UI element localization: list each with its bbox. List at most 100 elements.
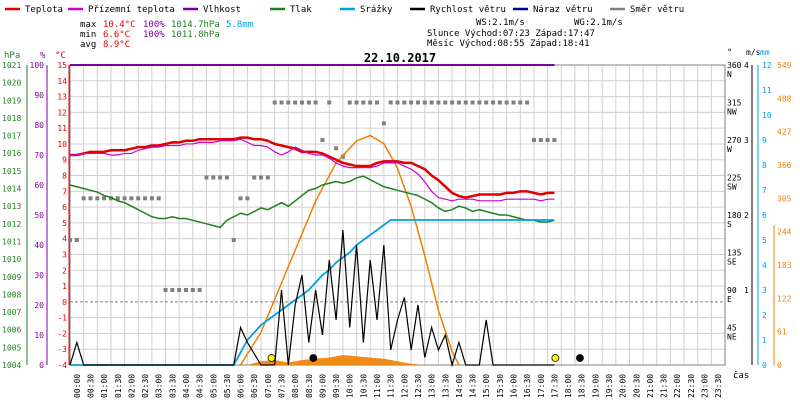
wind-direction-point: [115, 196, 120, 201]
wind-direction-point: [306, 100, 311, 105]
wind-axis-label: m/s: [746, 48, 761, 57]
solar-tick: 0: [777, 361, 782, 370]
wind-direction-point: [245, 196, 250, 201]
rain-tick: 10: [762, 111, 772, 120]
rain-tick: 4: [762, 261, 767, 270]
plot-area: [68, 64, 584, 368]
wind-direction-point: [272, 100, 277, 105]
wind-direction-point: [538, 138, 543, 142]
wind-direction-point: [122, 196, 127, 201]
pct-tick: 70: [34, 151, 44, 160]
x-tick: 06:00: [237, 374, 246, 398]
rain-tick: 9: [762, 136, 767, 145]
hpa-axis-label: hPa: [4, 51, 20, 61]
rain-tick: 12: [762, 61, 772, 70]
rain-tick: 2: [762, 311, 767, 320]
x-tick: 07:00: [264, 374, 273, 398]
x-tick: 22:00: [673, 374, 682, 398]
solar-tick: 427: [777, 128, 792, 137]
solar-tick: 305: [777, 194, 792, 203]
wind-direction-point: [252, 175, 257, 180]
x-tick: 10:30: [359, 374, 368, 398]
celsius-tick: -2: [57, 329, 67, 338]
celsius-tick: 3: [62, 250, 67, 259]
legend-label: Rychlost větru: [430, 5, 506, 15]
wind-direction-point: [238, 196, 243, 201]
legend: Teplota Přízemní teplota Vlhkost Tlak Srážky…: [5, 5, 684, 15]
celsius-tick: 1: [62, 282, 67, 291]
wind-direction-point: [450, 100, 455, 105]
x-tick: 03:00: [155, 374, 164, 398]
wind-direction-point: [402, 100, 407, 105]
celsius-tick: 14: [57, 77, 67, 86]
wind-direction-point: [429, 100, 434, 105]
x-tick: 16:00: [509, 374, 518, 398]
pct-tick: 20: [34, 301, 44, 310]
dir-tick: 270: [727, 136, 742, 145]
celsius-tick: -3: [57, 345, 67, 354]
stat-min-label: min: [80, 30, 96, 40]
wind-direction-point: [340, 154, 345, 159]
x-tick: 21:00: [646, 374, 655, 398]
wind-direction-point: [436, 100, 441, 105]
wind-direction-point: [443, 100, 448, 105]
dir-axis-label: °: [727, 48, 732, 58]
stat-min-pres: 1011.8hPa: [171, 30, 220, 40]
wind-direction-point: [204, 175, 209, 180]
wind-direction-point: [552, 138, 557, 142]
legend-label: Teplota: [25, 5, 63, 15]
wind-direction-point: [265, 175, 270, 180]
legend-label: Vlhkost: [203, 5, 241, 15]
stat-max-rain: 5.8mm: [226, 20, 253, 30]
dir-tick: 45: [727, 324, 737, 333]
dir-tick-label: NE: [727, 333, 737, 342]
celsius-tick: 0: [62, 298, 67, 307]
wind-direction-point: [477, 100, 482, 105]
stat-max-hum: 100%: [143, 20, 165, 30]
wind-direction-point: [395, 100, 400, 105]
solar-tick: 549: [777, 61, 792, 70]
hpa-tick: 1015: [2, 167, 21, 176]
x-tick: 16:30: [523, 374, 532, 398]
stat-avg-label: avg: [80, 40, 96, 50]
x-tick: 06:30: [250, 374, 259, 398]
wind-direction-point: [183, 288, 188, 292]
dir-tick-label: NW: [727, 108, 737, 117]
x-tick: 18:30: [578, 374, 587, 398]
series-temp: [70, 136, 555, 199]
rain-tick: 3: [762, 286, 767, 295]
hpa-tick: 1013: [2, 202, 21, 211]
wind-direction-point: [293, 100, 298, 105]
pct-tick: 80: [34, 121, 44, 130]
wind-direction-point: [163, 288, 168, 292]
pct-tick: 100: [30, 61, 45, 70]
x-tick: 05:30: [223, 374, 232, 398]
stats-panel: max 10.4°C 100% 1014.7hPa 5.8mm min 6.6°…: [80, 18, 623, 50]
x-tick: 01:30: [114, 374, 123, 398]
wind-tick: 1: [744, 286, 749, 295]
wind-direction-point: [415, 100, 420, 105]
celsius-tick: 7: [62, 187, 67, 196]
legend-label: Směr větru: [630, 5, 684, 15]
dir-tick-label: SE: [727, 258, 737, 267]
rain-tick: 7: [762, 186, 767, 195]
marker-sunset: [551, 354, 560, 362]
dir-tick: 360: [727, 61, 742, 70]
rain-tick: 1: [762, 336, 767, 345]
x-axis-ticks: 00:00 00:30 01:00 01:30 02:00 02:30 03:00 03:30…: [73, 374, 723, 398]
x-tick: 05:00: [209, 374, 218, 398]
dir-tick: 90: [727, 286, 737, 295]
x-tick: 23:30: [714, 374, 723, 398]
x-tick: 02:00: [127, 374, 136, 398]
pct-tick: 50: [34, 211, 44, 220]
wind-direction-point: [68, 238, 72, 242]
rain-tick: 0: [762, 361, 767, 370]
stat-min-hum: 100%: [143, 30, 165, 40]
x-tick: 15:30: [496, 374, 505, 398]
dir-tick-label: N: [727, 70, 732, 79]
wind-direction-point: [81, 196, 86, 201]
celsius-tick: -1: [57, 314, 67, 323]
dir-tick-label: W: [727, 145, 732, 154]
x-tick: 07:30: [278, 374, 287, 398]
legend-label: Tlak: [290, 5, 312, 15]
